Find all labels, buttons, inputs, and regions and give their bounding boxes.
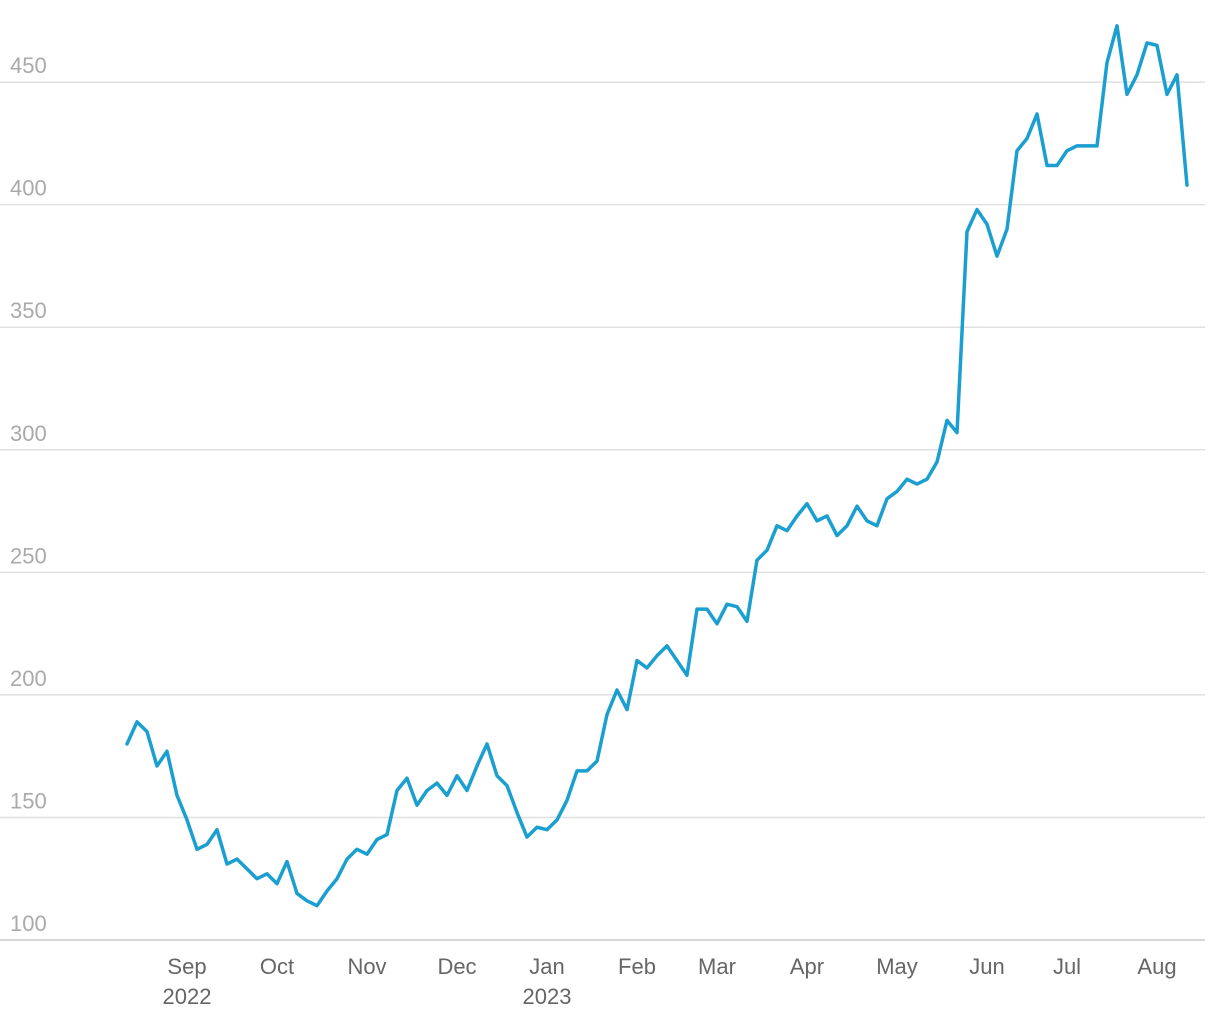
x-tick-label: Jul (1053, 954, 1081, 979)
x-tick-label: Nov (347, 954, 386, 979)
y-tick-label: 100 (10, 911, 47, 936)
y-tick-label: 250 (10, 543, 47, 568)
data-line (125, 24, 1189, 908)
y-tick-label: 450 (10, 53, 47, 78)
x-tick-label: Sep 2022 (163, 954, 212, 1009)
x-tick-label: Oct (260, 954, 294, 979)
x-tick-label: Aug (1137, 954, 1176, 979)
x-tick-label: Apr (790, 954, 824, 979)
y-tick-label: 400 (10, 176, 47, 201)
x-tick-label: May (876, 954, 918, 979)
x-tick-label: Mar (698, 954, 736, 979)
x-tick-label: Jan 2023 (523, 954, 572, 1009)
x-tick-label: Dec (437, 954, 476, 979)
x-tick-label: Jun (969, 954, 1004, 979)
y-tick-label: 200 (10, 666, 47, 691)
y-tick-label: 300 (10, 421, 47, 446)
y-tick-label: 150 (10, 788, 47, 813)
y-tick-label: 350 (10, 298, 47, 323)
x-tick-label: Feb (618, 954, 656, 979)
